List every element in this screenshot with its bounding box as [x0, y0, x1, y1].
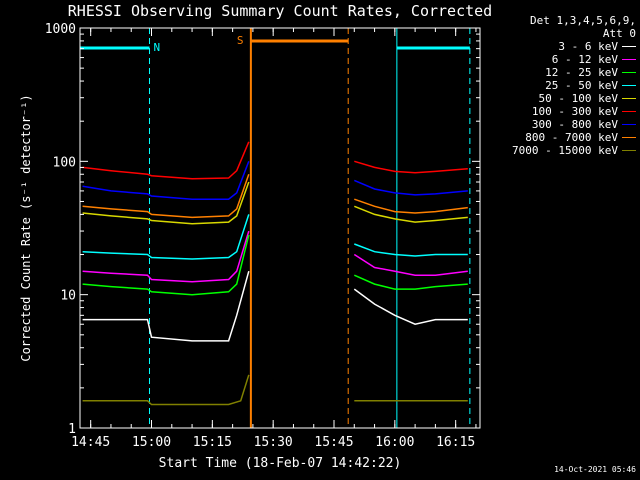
legend-entry-label: 12 - 25 keV: [545, 66, 618, 79]
legend-swatch: [622, 59, 636, 60]
series-line-12-25kev: [353, 274, 468, 290]
series-line-100-300kev: [354, 160, 468, 174]
y-tick-label: 10: [60, 289, 76, 304]
series-layer: [82, 141, 468, 406]
night-flags: N: [80, 28, 471, 428]
legend-entry: 50 - 100 keV: [480, 92, 636, 105]
legend-swatch: [622, 137, 636, 138]
series-line-3-6kev: [353, 288, 468, 325]
chart-title: RHESSI Observing Summary Count Rates, Co…: [68, 2, 492, 20]
saa-flags: S: [237, 28, 349, 428]
saa-label: S: [237, 34, 244, 47]
legend-entry-label: 6 - 12 keV: [551, 53, 618, 66]
series-line-3-6kev: [82, 271, 250, 342]
series-line-300-800kev: [82, 161, 250, 200]
series-line-25-50kev: [82, 214, 250, 260]
legend-entry: 25 - 50 keV: [480, 79, 636, 92]
legend-swatch: [622, 98, 636, 99]
x-axis-ticks: 14:45 15:00 15:15 15:30 15:45 16:00 16:15: [71, 28, 477, 450]
series-line-300-800kev: [354, 179, 468, 196]
legend-entry-label: 800 - 7000 keV: [525, 131, 618, 144]
x-tick-label: 14:45: [71, 435, 110, 450]
series-line-25-50kev: [354, 243, 468, 257]
series-line-6-12kev: [353, 253, 468, 276]
legend-entry: 12 - 25 keV: [480, 66, 636, 79]
y-axis-label: Corrected Count Rate (s⁻¹ detector⁻¹): [19, 94, 33, 361]
y-tick-label: 1000: [45, 22, 76, 37]
x-tick-label: 15:15: [193, 435, 232, 450]
legend-attenuator: Att 0: [602, 27, 636, 40]
legend-swatch: [622, 111, 636, 112]
y-tick-label: 100: [53, 155, 76, 170]
legend-entry: 6 - 12 keV: [480, 53, 636, 66]
x-tick-label: 16:00: [375, 435, 414, 450]
legend: Det 1,3,4,5,6,9, Att 0 3 - 6 keV 6 - 12 k…: [480, 14, 636, 157]
series-line-6-12kev: [82, 230, 250, 283]
legend-entry: 7000 - 15000 keV: [480, 144, 636, 157]
series-line-800-7000kev: [354, 198, 468, 214]
legend-entries: 3 - 6 keV 6 - 12 keV 12 - 25 keV 25 - 50 ke…: [480, 40, 636, 157]
x-tick-label: 15:30: [254, 435, 293, 450]
legend-swatch: [622, 72, 636, 73]
series-line-100-300kev: [82, 141, 250, 180]
generated-timestamp: 14-Oct-2021 05:46: [554, 465, 636, 474]
legend-detectors: Det 1,3,4,5,6,9,: [530, 14, 636, 27]
x-tick-label: 15:00: [132, 435, 171, 450]
legend-entry: 800 - 7000 keV: [480, 131, 636, 144]
y-tick-label: 1: [68, 422, 76, 437]
legend-entry: 100 - 300 keV: [480, 105, 636, 118]
night-label: N: [153, 41, 160, 54]
legend-entry: 300 - 800 keV: [480, 118, 636, 131]
x-tick-label: 16:15: [436, 435, 475, 450]
legend-entry: 3 - 6 keV: [480, 40, 636, 53]
series-line-7000-15000kev: [82, 374, 250, 406]
y-axis-ticks: 1 10 100 1000: [45, 22, 480, 437]
legend-swatch: [622, 150, 636, 151]
series-line-800-7000kev: [82, 174, 250, 219]
legend-entry-label: 300 - 800 keV: [531, 118, 618, 131]
legend-swatch: [622, 124, 636, 125]
series-line-50-100kev: [354, 205, 468, 223]
plot-frame: [79, 27, 481, 429]
legend-entry-label: 3 - 6 keV: [558, 40, 618, 53]
legend-entry-label: 25 - 50 keV: [545, 79, 618, 92]
x-tick-label: 15:45: [314, 435, 353, 450]
x-axis-label: Start Time (18-Feb-07 14:42:22): [159, 456, 402, 471]
legend-swatch: [622, 85, 636, 86]
series-line-12-25kev: [82, 234, 250, 296]
legend-entry-label: 50 - 100 keV: [538, 92, 618, 105]
series-line-50-100kev: [82, 181, 250, 225]
legend-entry-label: 100 - 300 keV: [531, 105, 618, 118]
legend-swatch: [622, 46, 636, 47]
legend-entry-label: 7000 - 15000 keV: [512, 144, 618, 157]
